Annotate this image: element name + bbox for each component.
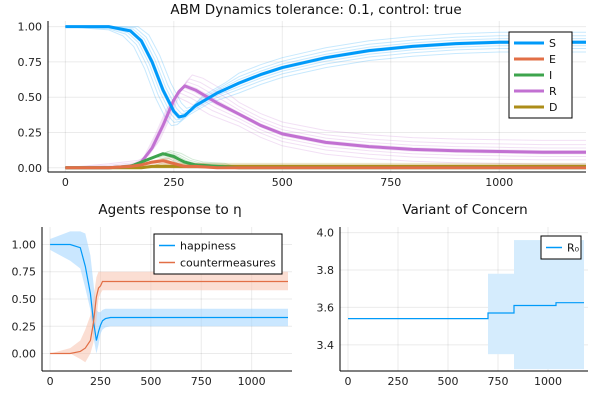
series-line-countermeasures	[50, 280, 288, 355]
y-tick-label: 1.00	[18, 21, 43, 34]
y-tick-label: 3.6	[317, 301, 335, 314]
tick-labels: 0 250 500 750 1000 0.00 0.25 0.50 0.75 1.00	[12, 238, 266, 388]
chart-title: Agents response to η	[98, 202, 241, 218]
y-tick-label: 3.4	[317, 339, 335, 352]
band-segment	[514, 240, 584, 370]
legend-label-0: R₀	[567, 242, 580, 255]
series-lines	[65, 25, 586, 170]
x-tick-label: 1000	[485, 176, 513, 189]
legend-label-1: E	[549, 53, 556, 66]
y-tick-label: 1.00	[12, 238, 37, 251]
legend-box	[153, 233, 283, 275]
band-segment	[488, 273, 514, 355]
x-tick-label: 750	[191, 375, 212, 388]
y-tick-label: 0.25	[18, 126, 43, 139]
x-tick-label: 1000	[238, 375, 266, 388]
y-tick-label: 4.0	[317, 227, 335, 240]
legend-label-0: S	[549, 37, 556, 50]
chart-title: Variant of Concern	[402, 202, 527, 218]
run-line-S-2	[65, 26, 586, 121]
axes	[41, 227, 292, 372]
legend-label-4: D	[549, 101, 557, 114]
run-line-R-6	[65, 78, 586, 169]
tick-labels: 0 250 500 750 1000 3.4 3.6 3.8 4.0	[317, 227, 563, 388]
y-tick-label: 0.75	[12, 266, 37, 279]
chart-variant-of-concern: Variant of Concern 0 250 500 750 1000 3.4 3.6 3…	[317, 202, 588, 388]
run-line-S-6	[65, 26, 586, 112]
y-tick-label: 3.8	[317, 264, 335, 277]
tick-labels: 0 250 500 750 1000 0.00 0.25 0.50 0.75 1.00	[18, 21, 514, 189]
series-lines	[348, 302, 584, 320]
band-happiness	[50, 231, 288, 354]
confidence-bands	[488, 240, 584, 370]
y-tick-label: 0.00	[18, 162, 43, 175]
series-line-R0	[348, 302, 584, 320]
x-tick-label: 0	[62, 176, 69, 189]
series-lines	[50, 243, 288, 355]
x-tick-label: 0	[345, 375, 352, 388]
series-line-happiness	[50, 243, 288, 341]
x-tick-label: 750	[488, 375, 509, 388]
y-tick-label: 0.25	[12, 320, 37, 333]
run-line-S-5	[65, 26, 586, 115]
chart-agents-response: Agents response to η 0 250 500 750 10000.000…	[12, 202, 292, 388]
x-tick-label: 500	[272, 176, 293, 189]
x-tick-label: 250	[90, 375, 111, 388]
axes	[339, 227, 588, 372]
series-line-E	[65, 159, 586, 170]
x-tick-label: 0	[47, 375, 54, 388]
y-tick-label: 0.00	[12, 348, 37, 361]
legend: R₀	[540, 235, 582, 260]
run-line-S-7	[65, 26, 586, 109]
x-tick-label: 250	[388, 375, 409, 388]
legend-label-0: happiness	[180, 240, 236, 253]
x-tick-label: 500	[140, 375, 161, 388]
legend-label-2: I	[549, 69, 552, 82]
chart-title: ABM Dynamics tolerance: 0.1, control: tr…	[170, 2, 461, 18]
x-tick-label: 750	[380, 176, 401, 189]
y-tick-label: 0.75	[18, 56, 43, 69]
chart-abm-dynamics: ABM Dynamics tolerance: 0.1, control: tr…	[18, 2, 586, 189]
axes	[47, 21, 586, 173]
x-tick-label: 1000	[534, 375, 562, 388]
legend-label-3: R	[549, 85, 557, 98]
run-line-S-1	[65, 26, 586, 124]
legend-label-1: countermeasures	[180, 257, 276, 270]
y-tick-label: 0.50	[18, 91, 43, 104]
y-tick-label: 0.50	[12, 293, 37, 306]
run-line-S-0	[65, 26, 586, 127]
x-tick-label: 250	[163, 176, 184, 189]
series-line-S	[65, 25, 586, 119]
x-tick-label: 500	[438, 375, 459, 388]
legend: happiness countermeasures	[153, 233, 283, 275]
